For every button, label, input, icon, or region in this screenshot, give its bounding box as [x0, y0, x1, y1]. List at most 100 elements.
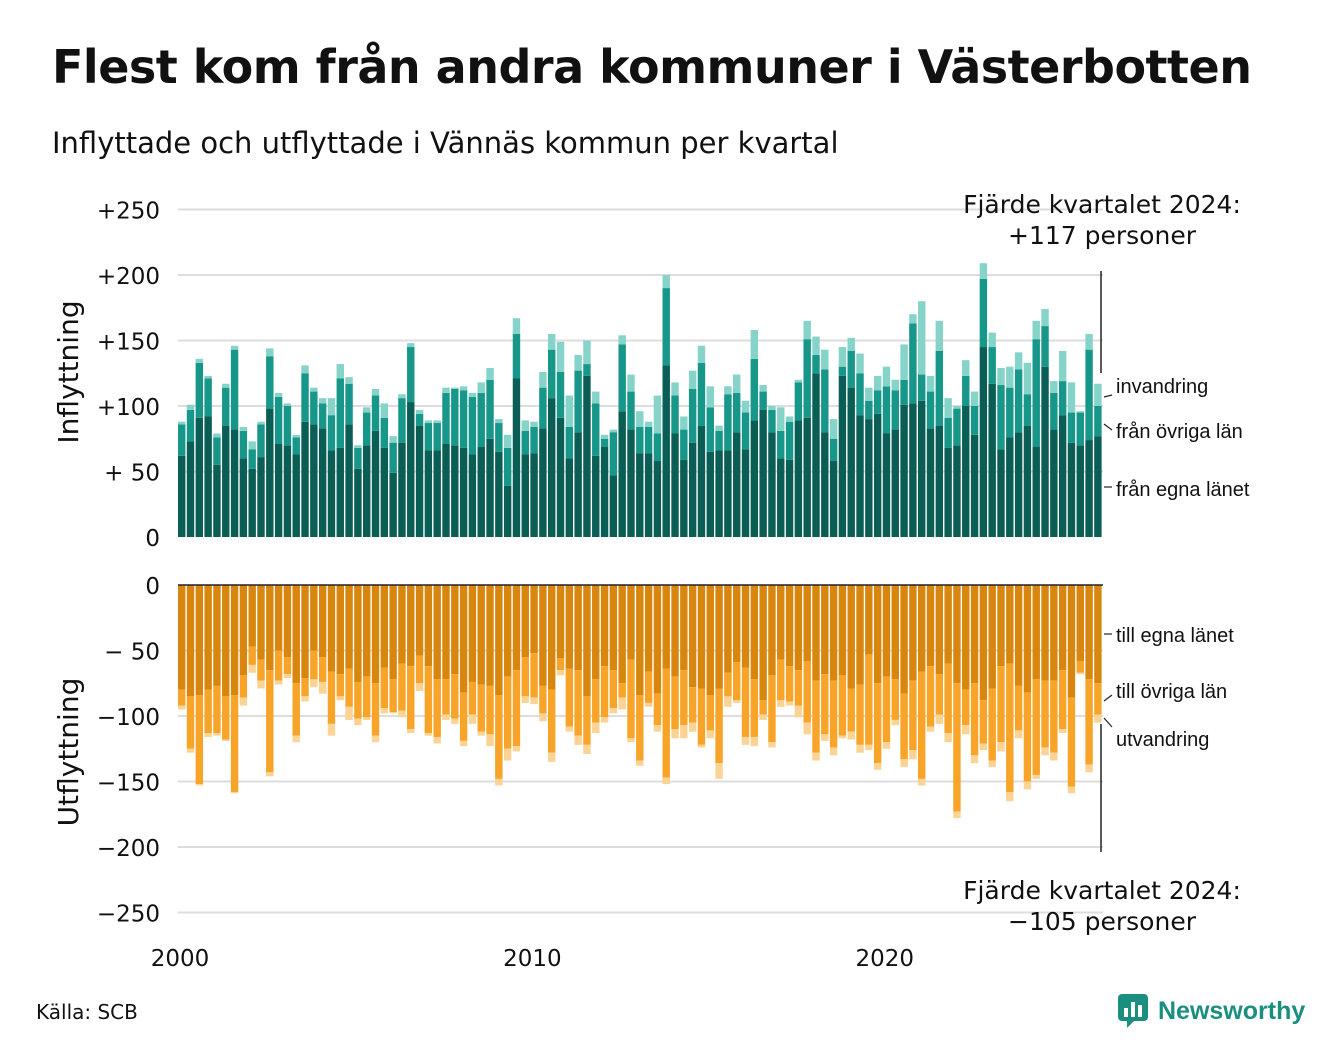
bar-in-0 — [1076, 445, 1084, 537]
bar-out-1 — [283, 657, 292, 675]
bar-out-0 — [310, 585, 318, 651]
bar-in-0 — [213, 464, 221, 537]
bar-in-1 — [609, 432, 618, 476]
bar-in-2 — [556, 341, 565, 372]
bar-out-2 — [653, 725, 662, 732]
bar-out-2 — [574, 735, 582, 745]
bar-out-0 — [1058, 585, 1067, 671]
bar-out-1 — [609, 670, 618, 709]
bar-out-0 — [354, 585, 362, 682]
bar-in-2 — [213, 433, 221, 438]
bar-in-0 — [997, 449, 1005, 537]
bar-out-0 — [345, 585, 353, 669]
bar-in-2 — [407, 343, 415, 348]
bar-in-0 — [1094, 436, 1102, 537]
bar-out-1 — [1041, 680, 1049, 748]
bar-out-1 — [248, 646, 256, 665]
bar-out-0 — [239, 585, 248, 676]
bar-out-0 — [592, 585, 600, 680]
bar-out-1 — [239, 675, 248, 698]
bar-in-1 — [204, 378, 212, 417]
bar-in-0 — [865, 419, 873, 537]
bar-out-2 — [997, 742, 1005, 752]
bar-in-0 — [697, 425, 706, 537]
bar-out-0 — [662, 585, 670, 669]
bar-out-0 — [398, 585, 406, 664]
bar-in-2 — [979, 263, 988, 279]
bar-out-2 — [1050, 752, 1058, 761]
bar-out-1 — [415, 655, 424, 684]
bar-in-2 — [495, 419, 503, 424]
bar-in-1 — [283, 406, 292, 446]
bar-in-2 — [909, 314, 917, 324]
bar-in-1 — [697, 362, 706, 426]
bars-layer — [178, 263, 1102, 819]
bar-out-2 — [865, 744, 873, 751]
bar-in-2 — [1050, 381, 1058, 393]
bar-in-0 — [988, 383, 996, 537]
bar-out-2 — [310, 679, 318, 688]
bar-out-0 — [371, 585, 380, 684]
bar-out-0 — [821, 585, 829, 675]
bar-in-2 — [583, 340, 591, 365]
bar-in-1 — [706, 407, 714, 452]
brand-logo[interactable]: Newsworthy — [1118, 994, 1305, 1028]
bar-out-0 — [583, 585, 591, 697]
bar-out-1 — [909, 680, 917, 751]
bar-out-2 — [812, 752, 820, 761]
bar-in-1 — [1014, 369, 1023, 433]
bar-in-2 — [882, 366, 891, 387]
bar-in-1 — [618, 344, 626, 412]
bar-in-0 — [574, 432, 582, 537]
bar-in-0 — [1085, 440, 1093, 537]
bar-in-2 — [415, 409, 424, 414]
bar-out-2 — [979, 743, 988, 751]
bar-out-0 — [1032, 585, 1040, 680]
bar-out-2 — [680, 725, 688, 739]
bar-out-2 — [829, 747, 838, 756]
bar-in-1 — [530, 426, 538, 454]
bar-out-1 — [715, 688, 723, 764]
bar-out-1 — [812, 680, 820, 753]
bar-in-2 — [539, 371, 547, 388]
bar-in-1 — [741, 412, 750, 450]
bar-out-0 — [1006, 585, 1014, 664]
bar-in-1 — [424, 423, 433, 451]
bar-out-1 — [274, 650, 283, 681]
bar-in-0 — [354, 468, 362, 537]
bar-out-1 — [979, 700, 988, 744]
bar-out-0 — [935, 585, 944, 675]
bar-in-2 — [759, 385, 767, 392]
bar-in-1 — [882, 386, 891, 434]
bar-in-1 — [583, 364, 591, 376]
bar-in-1 — [794, 382, 803, 421]
bar-out-2 — [318, 681, 327, 694]
bar-out-1 — [178, 689, 186, 706]
bar-out-2 — [856, 744, 864, 753]
bar-out-2 — [592, 722, 600, 734]
bar-out-2 — [909, 750, 917, 760]
bar-in-0 — [812, 373, 820, 537]
bar-out-0 — [953, 585, 961, 684]
bar-out-2 — [389, 712, 397, 714]
bar-out-2 — [274, 680, 283, 685]
bar-out-2 — [988, 760, 996, 768]
bar-in-0 — [248, 468, 256, 537]
bar-out-1 — [847, 688, 855, 732]
bar-out-2 — [1058, 729, 1067, 734]
bar-in-1 — [979, 278, 988, 348]
bar-out-0 — [363, 585, 371, 677]
bar-in-1 — [336, 378, 344, 448]
bar-out-2 — [230, 791, 239, 794]
bar-out-1 — [600, 666, 609, 718]
bar-in-1 — [636, 426, 644, 454]
bar-out-1 — [636, 695, 644, 761]
bar-out-2 — [503, 748, 512, 761]
bar-in-2 — [697, 345, 706, 363]
bar-in-1 — [574, 370, 582, 433]
bar-in-0 — [468, 454, 477, 537]
bar-in-2 — [503, 434, 512, 448]
bar-in-2 — [521, 420, 529, 431]
bar-out-2 — [900, 759, 908, 768]
bar-in-2 — [239, 426, 248, 431]
